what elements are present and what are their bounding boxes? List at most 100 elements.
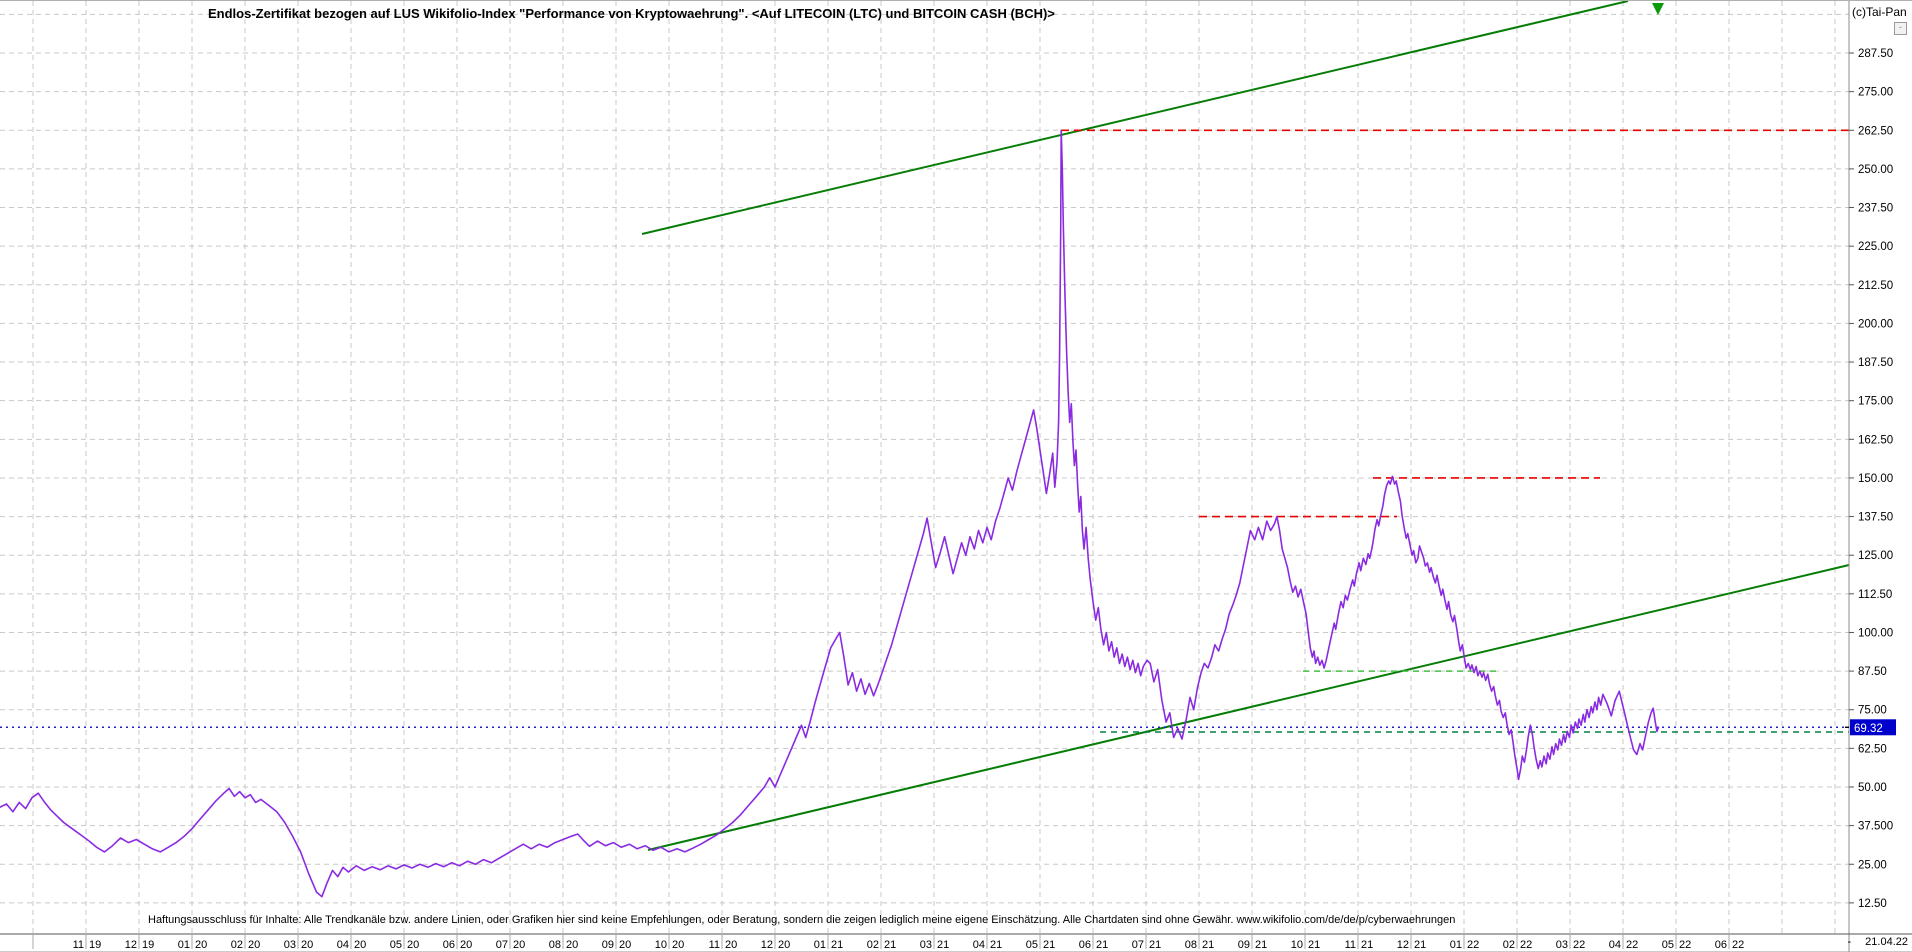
x-tick-year-label: 20: [566, 939, 578, 951]
x-tick-year-label: 21: [831, 939, 843, 951]
x-tick-year-label: 19: [142, 939, 154, 951]
y-tick-label: 225.00: [1858, 241, 1893, 253]
x-tick-month-label: 10: [1291, 939, 1303, 951]
trendline-upper-channel: [641, 1, 1629, 235]
x-tick-month-label: 04: [337, 939, 349, 951]
x-tick-month-label: 06: [1079, 939, 1091, 951]
x-tick-year-label: 21: [1414, 939, 1426, 951]
x-tick-month-label: 11: [709, 939, 720, 951]
x-tick-year-label: 20: [619, 939, 631, 951]
current-price-box: [1850, 719, 1896, 736]
x-tick-year-label: 21: [990, 939, 1002, 951]
x-tick-year-label: 20: [672, 939, 684, 951]
x-tick-year-label: 21: [1361, 939, 1373, 951]
x-tick-year-label: 22: [1573, 939, 1585, 951]
y-tick-label: 87.50: [1858, 666, 1887, 678]
y-tick-label: 187.50: [1858, 357, 1893, 369]
x-tick-month-label: 05: [1662, 939, 1674, 951]
y-tick-label: 100.00: [1858, 627, 1893, 639]
x-tick-year-label: 22: [1520, 939, 1532, 951]
x-tick-year-label: 21: [1308, 939, 1320, 951]
x-tick-month-label: 08: [549, 939, 561, 951]
x-tick-month-label: 01: [814, 939, 826, 951]
x-tick-month-label: 01: [1450, 939, 1462, 951]
x-tick-month-label: 11: [1345, 939, 1356, 951]
x-tick-year-label: 20: [248, 939, 260, 951]
x-tick-month-label: 12: [125, 939, 137, 951]
x-tick-year-label: 20: [460, 939, 472, 951]
last-date-label: - 21.04.22: [1848, 936, 1909, 948]
y-tick-label: 62.50: [1858, 743, 1887, 755]
x-tick-year-label: 22: [1679, 939, 1691, 951]
y-tick-label: 125.00: [1858, 550, 1893, 562]
x-tick-month-label: 05: [390, 939, 402, 951]
y-tick-label: 12.50: [1858, 898, 1887, 910]
x-tick-month-label: 12: [761, 939, 773, 951]
y-tick-label: 175.00: [1858, 396, 1893, 408]
y-tick-label: 37.500: [1858, 821, 1893, 833]
x-tick-year-label: 19: [89, 939, 101, 951]
x-tick-year-label: 21: [1149, 939, 1161, 951]
trendline-lower-channel: [647, 564, 1850, 851]
x-tick-month-label: 07: [1132, 939, 1144, 951]
x-tick-year-label: 20: [513, 939, 525, 951]
x-tick-year-label: 20: [301, 939, 313, 951]
x-tick-year-label: 21: [937, 939, 949, 951]
x-tick-month-label: 09: [602, 939, 614, 951]
y-tick-label: 137.50: [1858, 512, 1893, 524]
chart-title: Endlos-Zertifikat bezogen auf LUS Wikifo…: [208, 6, 1055, 21]
y-tick-label: 250.00: [1858, 164, 1893, 176]
last-date-value: 21.04.22: [1865, 936, 1908, 948]
y-tick-label: 162.50: [1858, 434, 1893, 446]
y-tick-label: 262.50: [1858, 125, 1893, 137]
x-tick-year-label: 21: [1043, 939, 1055, 951]
x-tick-year-label: 20: [195, 939, 207, 951]
x-tick-month-label: 09: [1238, 939, 1250, 951]
x-tick-month-label: 06: [443, 939, 455, 951]
y-tick-label: 75.00: [1858, 705, 1887, 717]
y-tick-label: 237.50: [1858, 203, 1893, 215]
x-tick-month-label: 11: [73, 939, 84, 951]
x-tick-month-label: 03: [1556, 939, 1568, 951]
axis-end-dash: -: [1847, 936, 1852, 948]
x-tick-month-label: 03: [284, 939, 296, 951]
x-tick-month-label: 05: [1026, 939, 1038, 951]
x-tick-year-label: 21: [1096, 939, 1108, 951]
price-series-line: [0, 129, 1660, 898]
x-tick-month-label: 02: [231, 939, 243, 951]
x-tick-year-label: 21: [1202, 939, 1214, 951]
disclaimer-text: Haftungsausschluss für Inhalte: Alle Tre…: [148, 914, 1456, 926]
panel-collapse-button[interactable]: -: [1894, 22, 1907, 35]
x-tick-month-label: 06: [1715, 939, 1727, 951]
x-tick-year-label: 22: [1626, 939, 1638, 951]
x-tick-year-label: 20: [778, 939, 790, 951]
copyright-label: (c)Tai-Pan: [1852, 5, 1907, 19]
y-tick-label: 212.50: [1858, 280, 1893, 292]
x-tick-month-label: 07: [496, 939, 508, 951]
x-tick-year-label: 20: [407, 939, 419, 951]
x-tick-month-label: 04: [1609, 939, 1621, 951]
y-tick-label: 25.00: [1858, 859, 1887, 871]
x-tick-month-label: 01: [178, 939, 190, 951]
y-tick-label: 112.50: [1858, 589, 1892, 601]
x-tick-month-label: 12: [1397, 939, 1409, 951]
y-tick-label: 200.00: [1858, 318, 1893, 330]
y-tick-label: 275.00: [1858, 87, 1893, 99]
x-tick-year-label: 22: [1467, 939, 1479, 951]
x-tick-year-label: 22: [1732, 939, 1744, 951]
trend-marker-icon: [1652, 3, 1664, 15]
x-tick-month-label: 10: [655, 939, 667, 951]
x-tick-month-label: 08: [1185, 939, 1197, 951]
x-tick-month-label: 04: [973, 939, 985, 951]
y-tick-label: 50.00: [1858, 782, 1887, 794]
x-tick-year-label: 20: [354, 939, 366, 951]
x-tick-month-label: 02: [1503, 939, 1515, 951]
x-tick-year-label: 21: [884, 939, 896, 951]
x-tick-year-label: 21: [1255, 939, 1267, 951]
current-price-label: 69.32: [1854, 723, 1883, 735]
x-tick-year-label: 20: [725, 939, 737, 951]
x-tick-month-label: 02: [867, 939, 879, 951]
y-tick-label: 150.00: [1858, 473, 1893, 485]
